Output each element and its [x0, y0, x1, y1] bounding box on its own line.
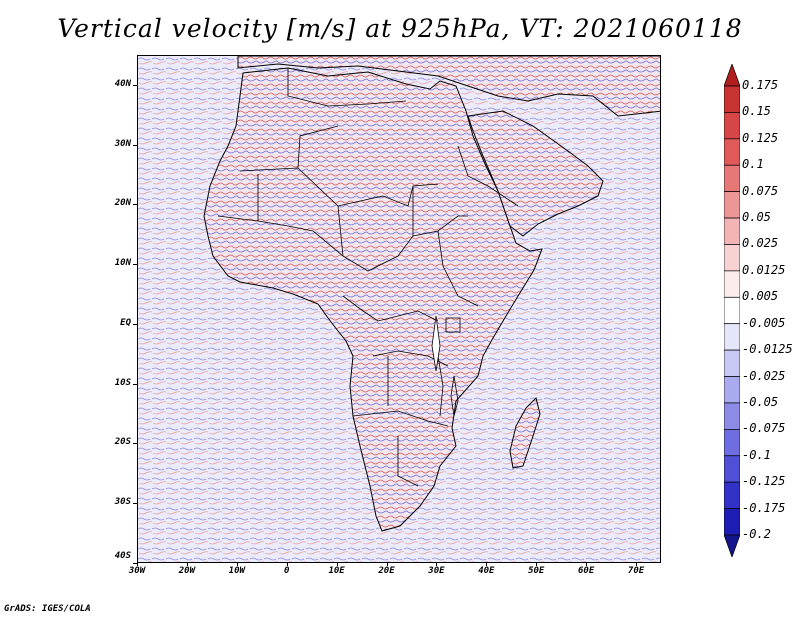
colorbar-swatch: [724, 481, 740, 509]
colorbar-label: 0.125: [742, 130, 779, 145]
y-tick-label: EQ: [120, 317, 131, 328]
x-tick-mark: [336, 563, 338, 566]
lake-victoria: [445, 317, 461, 333]
country-borders: [217, 68, 519, 487]
chart-title: Vertical velocity [m/s] at 925hPa, VT: 2…: [57, 14, 743, 43]
y-tick-label: 20S: [114, 437, 131, 448]
colorbar-swatch: [724, 244, 740, 272]
x-tick-mark: [137, 563, 138, 566]
colorbar-label: 0.075: [742, 183, 779, 198]
y-tick-mark: [133, 323, 137, 325]
colorbar-swatch: [724, 296, 740, 325]
colorbar-swatch: [724, 429, 740, 457]
x-tick-label: 20E: [378, 566, 395, 576]
y-tick-mark: [133, 264, 137, 266]
x-tick-label: 10W: [228, 566, 245, 576]
lake-malawi: [450, 375, 459, 417]
y-tick-mark: [133, 443, 137, 445]
colorbar-label: 0.15: [742, 104, 771, 119]
x-tick-mark: [436, 563, 438, 566]
x-tick-mark: [586, 563, 588, 566]
colorbar-label: 0.05: [742, 210, 771, 225]
lake-tanganyika: [431, 315, 441, 372]
x-tick-mark: [236, 563, 238, 566]
colorbar-swatch: [724, 455, 740, 483]
colorbar-swatch: [724, 376, 740, 404]
y-tick-label: 10S: [114, 377, 131, 388]
x-tick-label: 10E: [328, 566, 345, 576]
colorbar-label: -0.005: [742, 315, 786, 330]
y-tick-mark: [133, 204, 137, 206]
x-tick-label: 30E: [428, 566, 445, 576]
colorbar-swatch: [724, 112, 740, 140]
y-tick-mark: [133, 503, 137, 505]
colorbar-label: -0.05: [742, 394, 779, 409]
colorbar-swatch: [724, 217, 740, 245]
map-plot-area: [137, 55, 661, 563]
x-tick-mark: [486, 563, 488, 566]
y-tick-label: 30N: [114, 138, 131, 149]
colorbar-swatch: [724, 349, 740, 377]
colorbar-swatch: [724, 402, 740, 430]
y-tick-mark: [133, 383, 137, 385]
colorbar-label: 0.005: [742, 289, 779, 304]
colorbar-label: -0.025: [742, 368, 786, 383]
x-tick-mark: [286, 563, 288, 566]
colorbar-label: -0.1: [742, 447, 771, 462]
y-tick-label: 40S: [114, 551, 131, 561]
footer-credit: GrADS: IGES/COLA: [4, 604, 91, 614]
y-tick-mark: [133, 563, 137, 564]
y-tick-mark: [133, 84, 137, 86]
europe-landmass: [237, 56, 660, 117]
colorbar-label: -0.0125: [742, 342, 793, 357]
y-tick-label: 30S: [114, 497, 131, 508]
y-tick-label: 10N: [114, 258, 131, 269]
colorbar-label: 0.175: [742, 78, 779, 92]
colorbar-swatch: [724, 138, 740, 166]
x-tick-label: 30W: [128, 566, 146, 576]
colorbar-label: 0.0125: [742, 262, 786, 277]
colorbar: [724, 64, 740, 557]
colorbar-label: -0.2: [742, 527, 771, 541]
x-tick-label: 60E: [578, 566, 595, 576]
vertical-velocity-map: [138, 56, 660, 562]
x-tick-mark: [536, 563, 538, 566]
x-tick-mark: [636, 563, 638, 566]
x-tick-mark: [386, 563, 388, 566]
colorbar-swatch: [724, 164, 740, 192]
colorbar-top-arrow: [724, 64, 740, 87]
x-tick-mark: [186, 563, 188, 566]
colorbar-swatch: [724, 323, 740, 351]
x-tick-label: 0: [283, 566, 290, 576]
colorbar-label: 0.025: [742, 236, 779, 251]
colorbar-label: -0.075: [742, 421, 786, 436]
colorbar-swatch: [724, 270, 740, 298]
colorbar-swatch: [724, 508, 740, 536]
colorbar-label: -0.125: [742, 474, 786, 489]
colorbar-swatch: [724, 85, 740, 113]
x-tick-label: 40E: [478, 566, 495, 576]
colorbar-label: 0.1: [742, 157, 764, 172]
africa-landmass: [203, 67, 543, 532]
colorbar-swatch: [724, 191, 740, 219]
madagascar-island: [509, 397, 541, 469]
colorbar-bottom-arrow: [724, 534, 740, 557]
y-tick-label: 20N: [114, 198, 131, 209]
y-tick-label: 40N: [114, 78, 131, 89]
y-tick-mark: [133, 144, 137, 146]
x-tick-label: 20W: [178, 566, 196, 576]
colorbar-label: -0.175: [742, 500, 786, 515]
x-tick-label: 50E: [528, 566, 545, 576]
arabia-landmass: [467, 110, 604, 237]
x-tick-label: 70E: [627, 566, 645, 576]
